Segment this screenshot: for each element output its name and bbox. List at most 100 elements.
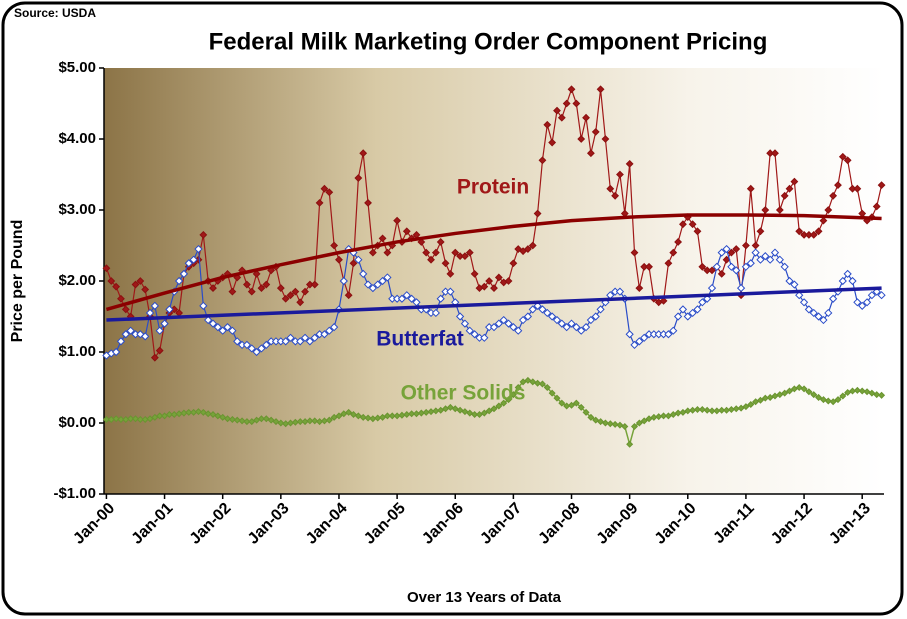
- data-point: [485, 407, 493, 415]
- data-point: [257, 344, 266, 353]
- data-point: [562, 323, 571, 332]
- data-point: [509, 259, 518, 268]
- y-axis-title: Price per Pound: [9, 220, 26, 343]
- data-point: [596, 85, 605, 94]
- data-point: [775, 255, 784, 264]
- data-point: [601, 135, 610, 143]
- data-point: [635, 419, 643, 427]
- data-point: [368, 283, 377, 293]
- data-point: [127, 415, 135, 423]
- data-point: [872, 202, 881, 211]
- data-point: [277, 419, 285, 427]
- data-point: [408, 410, 416, 418]
- data-point: [688, 308, 697, 318]
- data-point: [587, 413, 595, 421]
- data-point: [155, 346, 164, 355]
- data-point: [117, 415, 125, 423]
- data-point: [572, 323, 581, 332]
- data-point: [795, 383, 803, 392]
- data-point: [829, 398, 837, 406]
- data-point: [824, 397, 832, 405]
- data-point: [306, 417, 314, 425]
- data-point: [761, 206, 770, 214]
- data-point: [718, 406, 726, 414]
- data-point: [364, 414, 372, 422]
- data-point: [281, 337, 290, 346]
- data-point: [853, 386, 861, 394]
- data-point: [233, 337, 242, 346]
- data-point: [262, 415, 270, 423]
- data-point: [790, 177, 799, 186]
- data-point: [674, 238, 683, 246]
- series-label: Protein: [457, 176, 529, 199]
- data-point: [626, 440, 634, 448]
- data-point: [490, 284, 498, 293]
- y-tick-label: $4.00: [58, 130, 96, 147]
- data-point: [703, 406, 711, 414]
- data-point: [228, 415, 236, 423]
- data-point: [611, 191, 620, 200]
- data-point: [722, 244, 731, 254]
- data-point: [480, 333, 489, 342]
- data-point: [732, 266, 741, 275]
- data-point: [582, 408, 590, 416]
- data-point: [228, 326, 237, 335]
- data-point: [819, 315, 828, 325]
- data-point: [538, 156, 547, 165]
- data-point: [121, 305, 130, 314]
- data-point: [509, 323, 518, 332]
- data-point: [455, 312, 465, 321]
- data-point: [504, 277, 513, 285]
- data-point: [766, 255, 775, 264]
- data-point: [460, 319, 470, 328]
- data-point: [185, 408, 193, 416]
- data-point: [305, 337, 315, 346]
- data-point: [534, 379, 542, 387]
- data-point: [315, 198, 324, 207]
- data-point: [751, 248, 760, 257]
- data-point: [810, 391, 818, 399]
- data-point: [829, 294, 838, 303]
- data-point: [301, 287, 309, 296]
- data-point: [267, 416, 275, 424]
- data-point: [815, 393, 823, 401]
- data-point: [606, 420, 614, 428]
- data-point: [553, 106, 561, 115]
- data-point: [359, 269, 368, 279]
- data-point: [150, 301, 159, 310]
- data-point: [843, 156, 852, 165]
- data-point: [431, 308, 440, 318]
- data-point: [877, 181, 886, 190]
- data-point: [480, 409, 488, 417]
- data-point: [141, 285, 150, 294]
- data-point: [311, 417, 319, 425]
- y-tick-label: $2.00: [58, 272, 96, 289]
- data-point: [693, 227, 702, 236]
- data-point: [179, 269, 189, 279]
- data-point: [524, 245, 532, 253]
- data-point: [194, 244, 203, 254]
- data-point: [659, 296, 668, 305]
- data-point: [184, 259, 193, 268]
- data-point: [577, 403, 585, 411]
- data-point: [150, 353, 159, 362]
- data-point: [252, 269, 261, 278]
- data-point: [693, 305, 702, 314]
- data-point: [683, 312, 692, 321]
- data-point: [320, 330, 329, 339]
- data-point: [795, 291, 804, 300]
- data-point: [592, 416, 600, 424]
- data-point: [780, 262, 789, 271]
- data-point: [514, 383, 522, 392]
- data-point: [853, 184, 862, 193]
- data-point: [335, 412, 343, 420]
- data-point: [669, 326, 678, 335]
- data-point: [194, 408, 202, 416]
- data-point: [795, 227, 804, 236]
- data-point: [557, 113, 566, 122]
- data-point: [577, 135, 586, 143]
- data-point: [543, 308, 552, 318]
- data-point: [786, 387, 794, 395]
- data-point: [824, 308, 833, 318]
